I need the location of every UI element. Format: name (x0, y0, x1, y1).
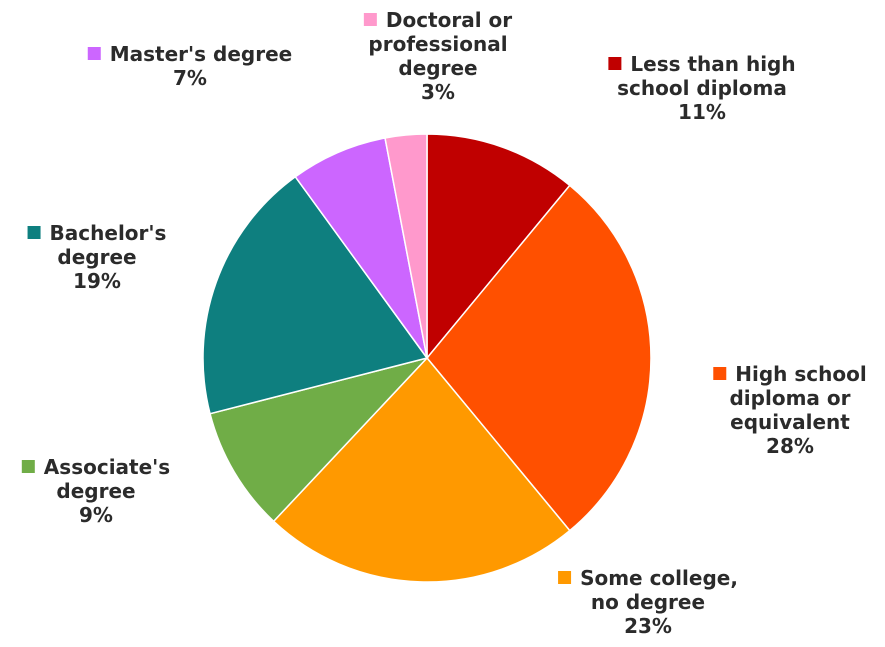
slice-label-line: Bachelor's (27, 221, 167, 245)
slice-category-text: diploma or (729, 386, 851, 410)
slice-label-line: degree (22, 479, 170, 503)
slice-percent-label: 9% (79, 503, 113, 527)
slice-label-line: diploma or (713, 386, 866, 410)
pie-slice-3 (209, 356, 430, 523)
pie-slice-6 (384, 133, 428, 359)
pie-slice-0 (426, 133, 571, 361)
slice-category-text: degree (57, 245, 137, 269)
slice-category-text: degree (56, 479, 136, 503)
slice-label-line: High school (713, 362, 867, 386)
slice-category-text: Doctoral or (385, 8, 513, 32)
slice-percent-label: 28% (766, 434, 814, 458)
pie-slice-4 (202, 175, 429, 415)
legend-swatch (713, 367, 727, 380)
slice-label-0: Less than high school diploma 11% (608, 52, 796, 124)
slice-category-text: Bachelor's (49, 221, 167, 245)
slice-category-text: Less than high (630, 52, 796, 76)
slice-label-6: Doctoral or professional degree 3% (363, 8, 513, 104)
slice-category-text: professional (368, 32, 508, 56)
slice-category-text: school diploma (617, 76, 787, 100)
slice-label-line: school diploma (608, 76, 795, 100)
legend-swatch (21, 460, 35, 473)
legend-swatch (363, 13, 377, 26)
slice-category-text: equivalent (730, 410, 850, 434)
slice-category-text: degree (398, 56, 478, 80)
slice-label-1: High school diploma or equivalent 28% (713, 362, 867, 458)
slice-percent-label: 7% (173, 66, 207, 90)
pie-slice-1 (426, 184, 652, 532)
legend-swatch (27, 226, 41, 239)
slice-label-2: Some college, no degree 23% (558, 566, 738, 638)
slice-label-4: Bachelor's degree 19% (27, 221, 167, 293)
slice-category-text: High school (735, 362, 867, 386)
slice-percent-label: 11% (678, 100, 726, 124)
slice-category-text: Some college, (580, 566, 738, 590)
slice-percent-label: 23% (624, 614, 672, 638)
legend-swatch (87, 47, 101, 60)
slice-label-line: professional (364, 32, 512, 56)
slice-label-line: no degree (558, 590, 738, 614)
slice-category-text: Master's degree (109, 42, 293, 66)
slice-category-text: no degree (590, 590, 706, 614)
slice-label-line: equivalent (713, 410, 866, 434)
legend-swatch (608, 57, 622, 70)
slice-label-line: Less than high (608, 52, 796, 76)
pie-slice-2 (272, 356, 571, 583)
slice-label-5: Master's degree 7% (87, 42, 293, 90)
slice-label-line: degree (28, 245, 167, 269)
slice-label-line: degree (364, 56, 512, 80)
slice-percent-label: 19% (73, 269, 121, 293)
slice-label-line: Doctoral or (363, 8, 513, 32)
slice-label-line: Some college, (558, 566, 738, 590)
slice-label-line: Associate's (21, 455, 171, 479)
legend-swatch (558, 571, 572, 584)
slice-percent-label: 3% (421, 80, 455, 104)
slice-category-text: Associate's (43, 455, 171, 479)
slice-label-line: Master's degree (87, 42, 293, 66)
slice-label-3: Associate's degree 9% (21, 455, 171, 527)
